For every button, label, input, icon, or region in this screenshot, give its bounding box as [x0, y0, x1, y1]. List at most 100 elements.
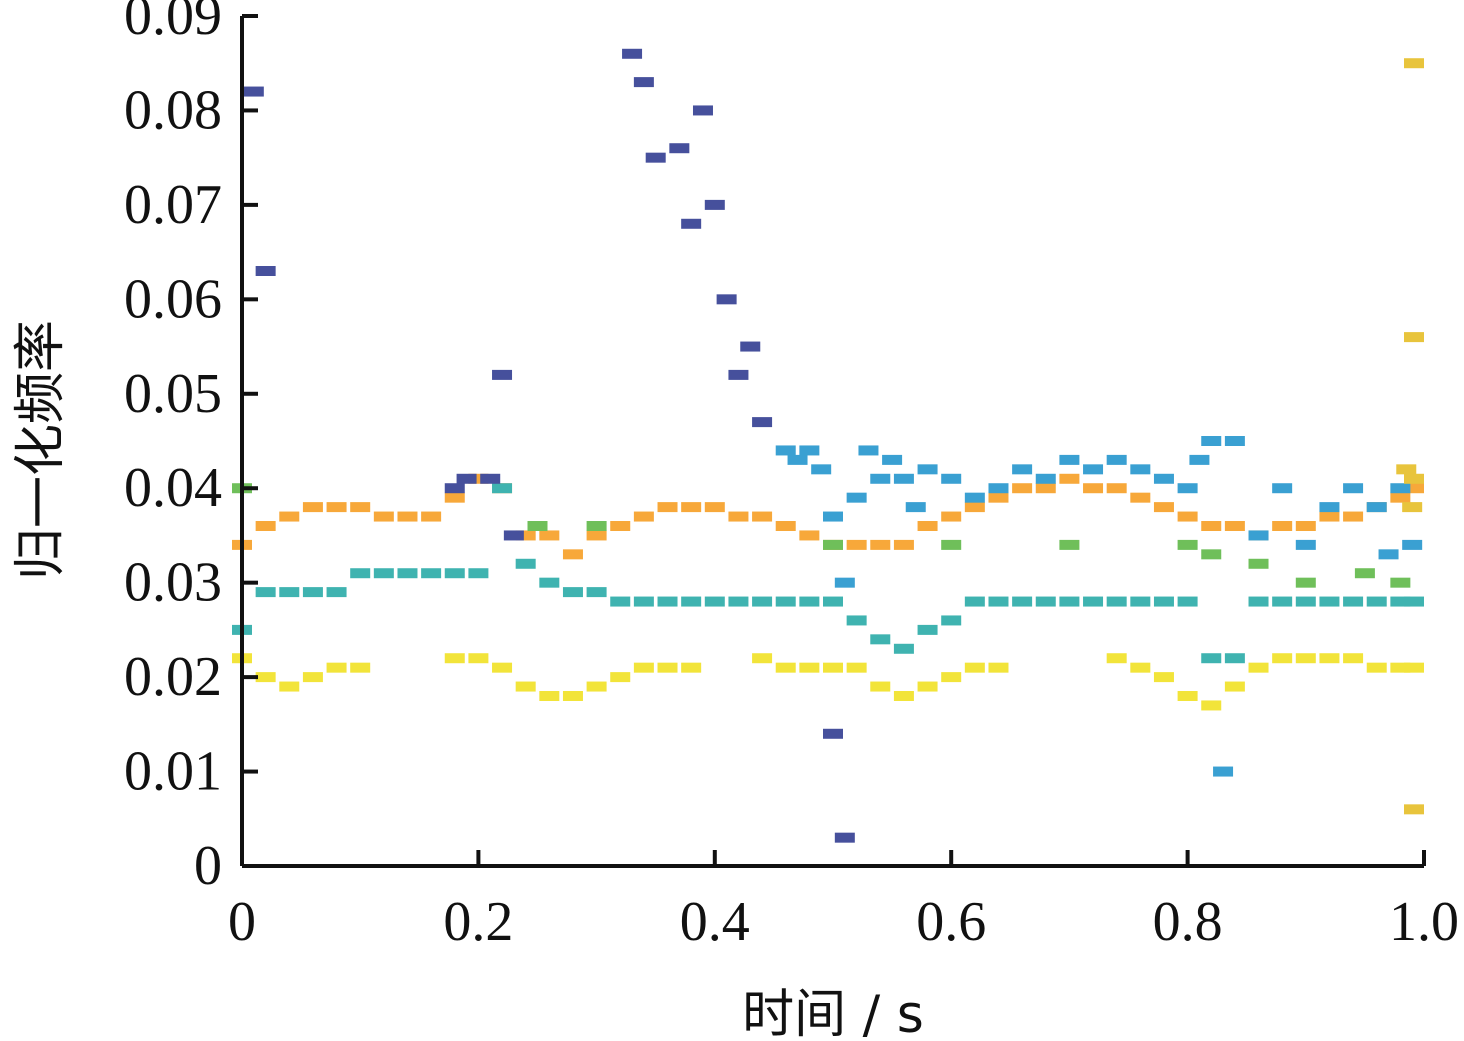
point-1-43 [1248, 596, 1269, 607]
point-3-2 [586, 521, 607, 531]
point-2-10 [539, 691, 560, 701]
point-1-26 [846, 615, 867, 626]
y-tick-label-5: 0.05 [124, 363, 222, 425]
point-0-40 [1177, 511, 1198, 522]
point-0-42 [1224, 521, 1245, 531]
point-5-30 [1295, 539, 1316, 550]
point-3-9 [1295, 577, 1316, 588]
point-5-36 [1402, 539, 1423, 550]
point-0-34 [1035, 483, 1056, 494]
point-1-23 [775, 596, 796, 607]
point-0-8 [421, 511, 442, 522]
point-5-4 [823, 511, 843, 522]
point-5-6 [846, 492, 867, 503]
point-4-4 [480, 473, 501, 484]
point-4-17 [752, 417, 773, 428]
point-5-29 [1272, 483, 1293, 494]
point-2-7 [468, 653, 489, 664]
point-5-19 [1083, 464, 1104, 475]
point-1-36 [1083, 596, 1104, 607]
point-5-25 [1201, 436, 1222, 446]
point-1-38 [1130, 596, 1151, 607]
point-3-1 [527, 521, 548, 531]
point-2-18 [775, 662, 796, 673]
point-4-2 [444, 483, 465, 494]
point-5-20 [1106, 454, 1127, 465]
point-0-9 [444, 492, 465, 503]
point-0-14 [562, 549, 583, 560]
point-0-17 [633, 511, 654, 522]
point-0-4 [326, 502, 347, 513]
y-tick-label-1: 0.01 [124, 741, 222, 803]
point-0-38 [1130, 492, 1151, 503]
point-2-36 [1295, 653, 1316, 664]
point-6-2 [1404, 804, 1424, 815]
point-5-28 [1248, 530, 1269, 541]
point-2-30 [1153, 672, 1174, 683]
point-2-24 [917, 681, 938, 692]
point-1-33 [1012, 596, 1033, 607]
point-1-6 [373, 568, 394, 579]
y-axis-title: 归一化频率 [11, 320, 71, 580]
axis-ticks: 0 0.2 0.4 0.6 0.8 1.0 0 0.01 0.02 0.03 0.04 0.05 0.0… [124, 0, 1459, 953]
point-2-15 [657, 662, 678, 673]
point-0-13 [539, 530, 560, 541]
point-5-0 [775, 445, 796, 456]
point-5-12 [917, 464, 938, 475]
point-1-35 [1059, 596, 1080, 607]
point-0-1 [255, 521, 276, 531]
point-0-3 [302, 502, 323, 513]
point-2-32 [1201, 700, 1222, 711]
point-1-2 [279, 587, 300, 598]
point-4-9 [645, 152, 666, 163]
point-5-9 [882, 454, 903, 465]
point-2-25 [941, 672, 962, 683]
x-tick-label-0: 0 [228, 891, 256, 953]
point-5-7 [858, 445, 879, 456]
point-0-20 [704, 502, 725, 513]
point-6-5 [1396, 464, 1417, 475]
point-1-1 [255, 587, 276, 598]
point-5-24 [1189, 454, 1210, 465]
point-1-9 [444, 568, 465, 579]
x-tick-label-4: 0.8 [1153, 891, 1223, 953]
y-tick-label-4: 0.04 [124, 457, 222, 519]
point-0-36 [1083, 483, 1104, 494]
point-0-15 [586, 530, 607, 541]
point-5-26 [1213, 766, 1234, 777]
series-5 [775, 436, 1423, 777]
point-0-24 [799, 530, 820, 541]
point-0-44 [1272, 521, 1293, 531]
point-1-46 [1319, 596, 1340, 607]
point-5-1 [787, 454, 808, 465]
series-4 [243, 48, 855, 843]
point-0-27 [870, 539, 891, 550]
y-tick-label-3: 0.03 [124, 552, 222, 614]
point-3-4 [941, 539, 962, 550]
point-1-30 [941, 615, 962, 626]
point-5-33 [1366, 502, 1387, 513]
series-3 [232, 483, 1411, 588]
point-1-39 [1153, 596, 1174, 607]
point-0-41 [1201, 521, 1222, 531]
point-0-37 [1106, 483, 1127, 494]
point-4-0 [243, 86, 264, 97]
y-tick-label-0: 0 [194, 835, 222, 897]
point-2-19 [799, 662, 820, 673]
point-0-2 [279, 511, 300, 522]
point-3-11 [1390, 577, 1411, 588]
point-5-23 [1177, 483, 1198, 494]
point-0-12 [515, 530, 536, 541]
point-2-2 [279, 681, 300, 692]
point-5-10 [893, 473, 914, 484]
point-1-17 [633, 596, 654, 607]
point-2-38 [1343, 653, 1364, 664]
point-1-27 [870, 634, 891, 645]
point-2-39 [1366, 662, 1387, 673]
point-5-2 [799, 445, 820, 456]
point-1-3 [302, 587, 323, 598]
point-0-49 [1390, 492, 1411, 503]
point-2-13 [610, 672, 631, 683]
point-2-29 [1130, 662, 1151, 673]
point-1-32 [988, 596, 1009, 607]
